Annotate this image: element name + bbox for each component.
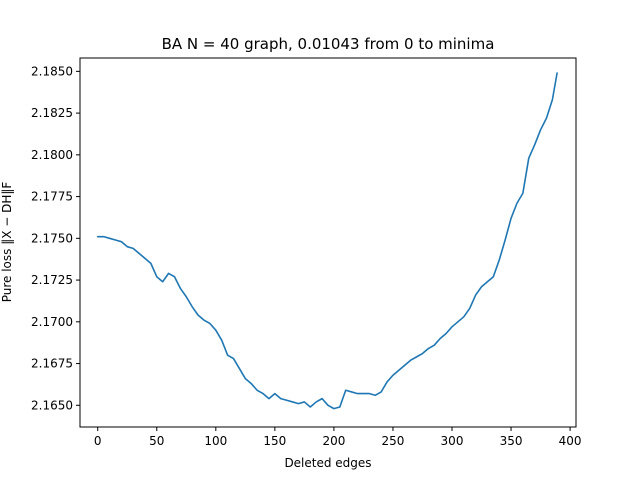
x-tick-label: 350 — [500, 434, 523, 448]
series-layer — [96, 72, 558, 410]
x-axis-label: Deleted edges — [284, 456, 371, 470]
chart-title: BA N = 40 graph, 0.01043 from 0 to minim… — [162, 35, 495, 53]
y-axis-label: Pure loss ‖X − DH‖F — [0, 182, 14, 303]
y-tick-label: 2.1775 — [31, 190, 73, 204]
y-tick-label: 2.1675 — [31, 357, 73, 371]
y-tick-label: 2.1750 — [31, 231, 73, 245]
series-line — [96, 72, 558, 410]
plot-frame — [79, 57, 577, 428]
x-tick-label: 0 — [94, 434, 102, 448]
ticks-layer: 0 50 100 150 200 250 300 350 400 2.1650 2.1675 2.17… — [31, 64, 582, 448]
y-tick-label: 2.1825 — [31, 106, 73, 120]
x-tick-label: 200 — [322, 434, 345, 448]
x-tick-label: 400 — [559, 434, 582, 448]
x-tick-label: 100 — [204, 434, 227, 448]
x-tick-label: 50 — [149, 434, 164, 448]
y-tick-label: 2.1850 — [31, 64, 73, 78]
y-tick-label: 2.1800 — [31, 148, 73, 162]
x-tick-label: 300 — [441, 434, 464, 448]
y-tick-label: 2.1700 — [31, 315, 73, 329]
x-tick-label: 250 — [381, 434, 404, 448]
y-tick-label: 2.1650 — [31, 398, 73, 412]
x-tick-label: 150 — [263, 434, 286, 448]
y-tick-label: 2.1725 — [31, 273, 73, 287]
